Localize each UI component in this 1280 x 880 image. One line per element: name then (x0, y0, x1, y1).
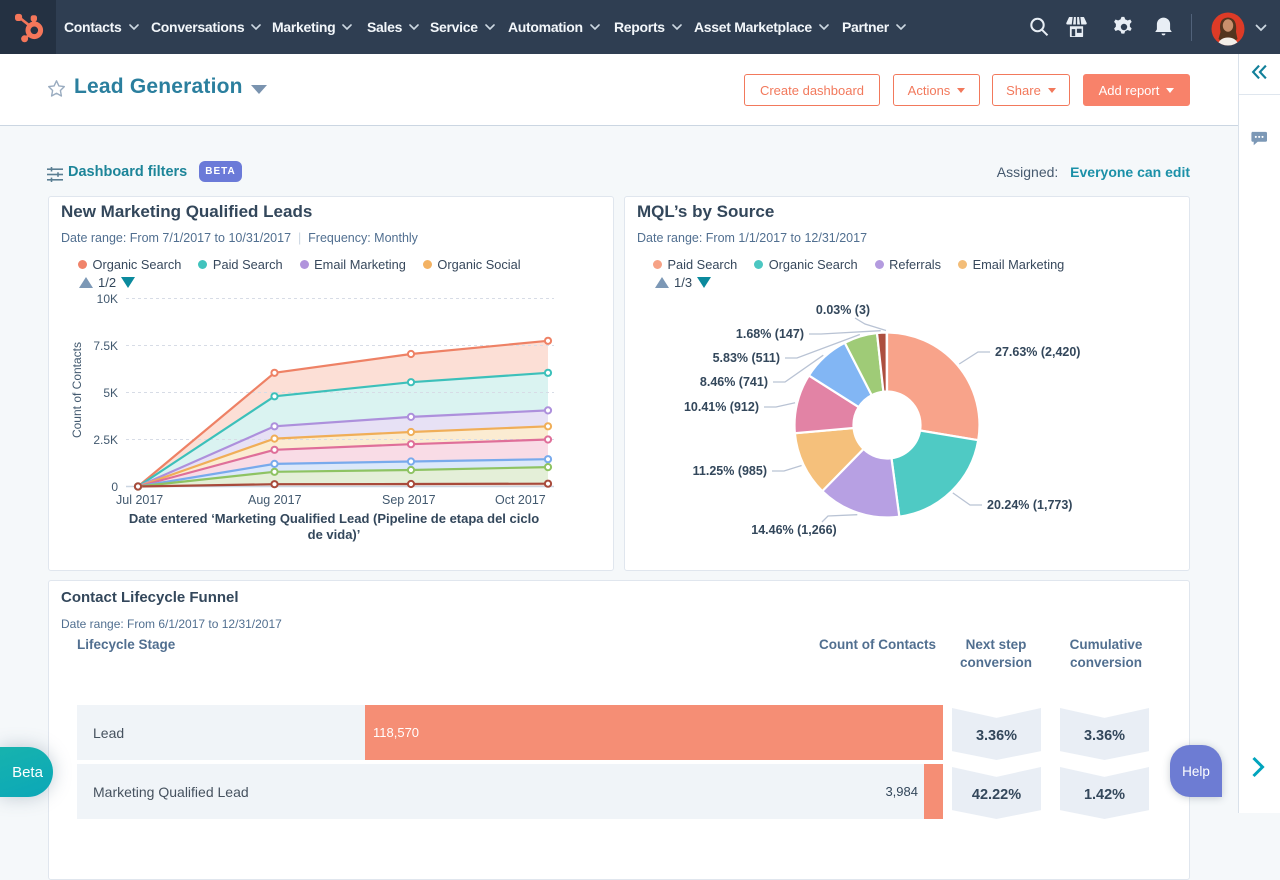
svg-text:0.03% (3): 0.03% (3) (816, 303, 870, 317)
svg-text:1.68% (147): 1.68% (147) (736, 327, 804, 341)
svg-text:8.46% (741): 8.46% (741) (700, 375, 768, 389)
svg-text:5.83% (511): 5.83% (511) (713, 351, 780, 365)
svg-text:27.63% (2,420): 27.63% (2,420) (995, 345, 1080, 359)
svg-text:14.46% (1,266): 14.46% (1,266) (751, 523, 836, 537)
svg-text:11.25% (985): 11.25% (985) (693, 464, 767, 478)
svg-text:10.41% (912): 10.41% (912) (684, 400, 759, 414)
svg-text:20.24% (1,773): 20.24% (1,773) (987, 498, 1072, 512)
